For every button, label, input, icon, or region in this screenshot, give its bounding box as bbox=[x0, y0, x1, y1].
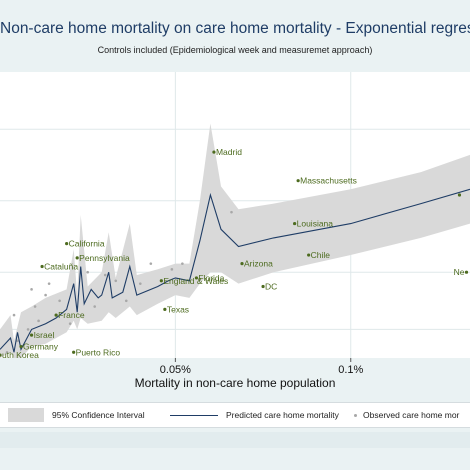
chart-title: Non-care home mortality on care home mor… bbox=[0, 20, 470, 37]
labeled-point bbox=[40, 264, 44, 269]
point-label: Ne bbox=[454, 267, 465, 277]
legend-item-observed: Observed care home mor bbox=[354, 403, 459, 427]
observed-point bbox=[149, 262, 153, 265]
point-label: Puerto Rico bbox=[76, 347, 121, 357]
point-label: Chile bbox=[311, 250, 331, 260]
observed-point bbox=[230, 210, 233, 214]
prediction-line-layer bbox=[0, 188, 470, 353]
labeled-point bbox=[293, 221, 297, 226]
observed-point bbox=[103, 273, 107, 277]
legend-label-ci: 95% Confidence Interval bbox=[52, 410, 145, 420]
point-label: Cataluña bbox=[44, 261, 78, 271]
plot-area: Madrid Massachusetts Pennsylvania Californi… bbox=[0, 72, 470, 376]
point-label: California bbox=[69, 239, 105, 249]
observed-point bbox=[170, 268, 174, 271]
observed-point bbox=[181, 262, 184, 265]
observed-point bbox=[68, 322, 72, 325]
observed-point bbox=[26, 328, 30, 331]
labeled-point bbox=[75, 256, 79, 260]
observed-point bbox=[5, 350, 9, 354]
x-axis-ticks: 0.05% 0.1% bbox=[160, 358, 363, 376]
point-label: Louisiana bbox=[297, 219, 334, 229]
observed-point bbox=[58, 299, 61, 303]
legend-swatch-line bbox=[170, 414, 218, 416]
x-axis-label: Mortality in non-care home population bbox=[134, 376, 336, 390]
labeled-point bbox=[0, 353, 2, 357]
legend-label-predicted: Predicted care home mortality bbox=[226, 410, 339, 420]
labeled-point bbox=[54, 313, 58, 317]
legend-swatch-band bbox=[8, 408, 44, 422]
labeled-point bbox=[307, 253, 311, 257]
observed-point bbox=[47, 282, 51, 285]
labeled-point bbox=[65, 242, 69, 246]
observed-point bbox=[30, 288, 33, 291]
observed-point bbox=[33, 305, 37, 308]
legend-item-predicted: Predicted care home mortality bbox=[170, 403, 339, 427]
confidence-band bbox=[0, 123, 470, 358]
legend-swatch-dot bbox=[354, 413, 357, 417]
legend-label-observed: Observed care home mor bbox=[363, 410, 460, 420]
labeled-point bbox=[19, 344, 23, 349]
observed-point bbox=[16, 339, 19, 343]
x-tick-label: 0.05% bbox=[160, 364, 191, 376]
confidence-band-layer bbox=[0, 123, 470, 358]
point-label: Massachusetts bbox=[300, 176, 357, 186]
observed-point bbox=[12, 313, 16, 317]
labeled-point bbox=[296, 179, 300, 183]
observed-point bbox=[37, 319, 40, 323]
observed-point bbox=[114, 279, 118, 283]
observed-point bbox=[44, 293, 47, 297]
observed-point bbox=[124, 299, 128, 303]
legend: 95% Confidence Interval Predicted care h… bbox=[0, 402, 470, 428]
labeled-point bbox=[457, 193, 462, 197]
point-label: DC bbox=[265, 282, 277, 292]
point-label: England & Wales bbox=[163, 276, 228, 286]
labeled-point bbox=[212, 150, 216, 154]
footer-band bbox=[0, 432, 470, 448]
predicted-line bbox=[0, 188, 470, 353]
point-label: France bbox=[58, 310, 85, 320]
point-label: Pennsylvania bbox=[79, 253, 130, 263]
labeled-point bbox=[240, 262, 244, 266]
chart-subtitle: Controls included (Epidemiological week … bbox=[97, 45, 373, 55]
labeled-point bbox=[163, 307, 167, 311]
observed-point bbox=[138, 282, 142, 285]
point-label: Madrid bbox=[216, 147, 242, 157]
legend-item-ci: 95% Confidence Interval bbox=[8, 403, 145, 427]
labeled-point bbox=[261, 284, 265, 289]
labeled-point bbox=[159, 279, 163, 283]
point-label: Florida bbox=[198, 273, 224, 283]
x-tick-label: 0.1% bbox=[338, 364, 363, 376]
observed-point bbox=[93, 305, 97, 308]
point-label: Texas bbox=[167, 304, 189, 314]
point-labels-layer: Madrid Massachusetts Pennsylvania Californi… bbox=[0, 147, 469, 360]
point-label: Israel bbox=[34, 330, 55, 340]
observed-point bbox=[86, 270, 89, 274]
point-label: uth Korea bbox=[2, 350, 39, 360]
labeled-point bbox=[29, 333, 34, 337]
labeled-point bbox=[72, 350, 76, 354]
labeled-point bbox=[194, 276, 199, 280]
labeled-point bbox=[464, 270, 469, 274]
point-label: Arizona bbox=[244, 259, 273, 269]
point-label: Germany bbox=[23, 342, 59, 352]
scatter-layer bbox=[5, 210, 233, 354]
